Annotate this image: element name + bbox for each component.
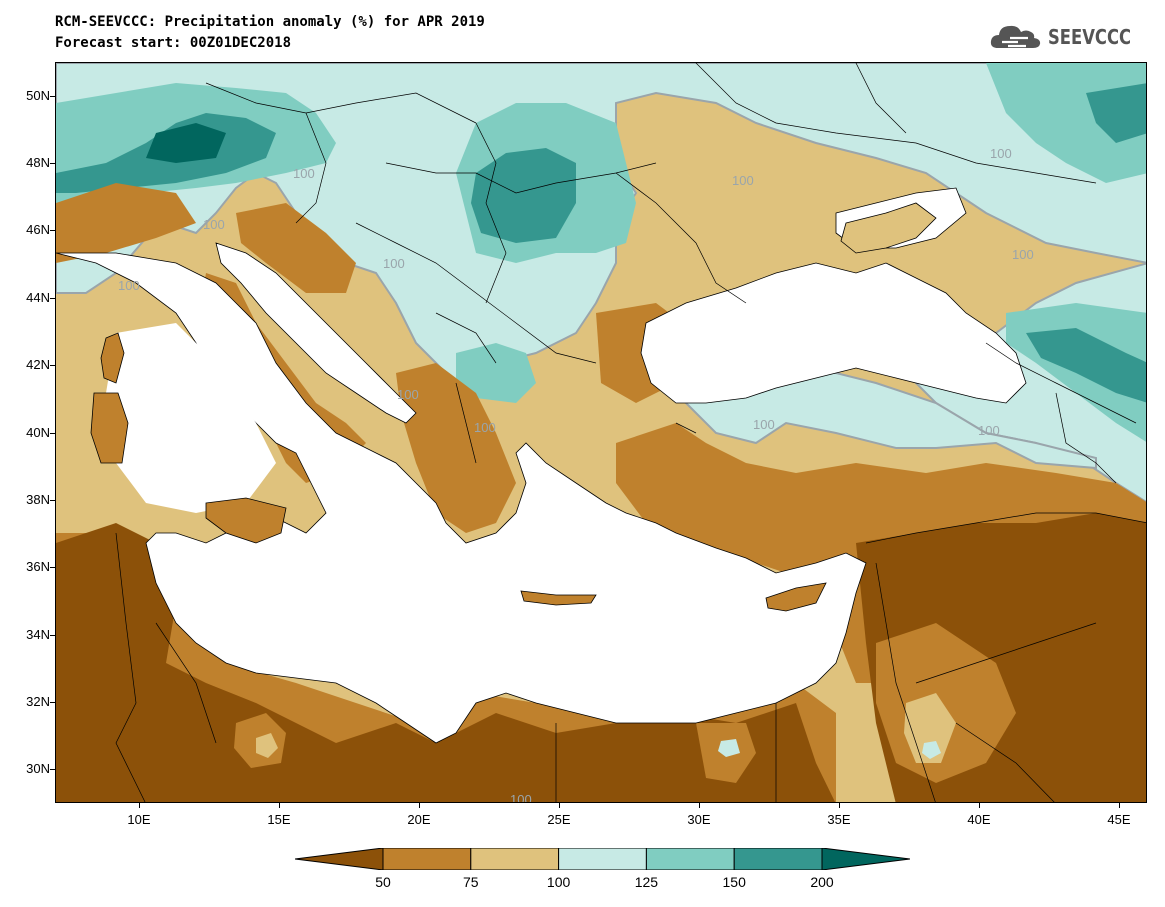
lon-tick [419,803,420,808]
lon-tick [839,803,840,808]
contour-label: 100 [732,173,754,188]
black-sea [640,262,1027,404]
colorbar-label: 125 [634,874,659,890]
adriatic-sea [215,242,417,424]
colorbar-segment [733,848,823,870]
lat-tick-label: 48N [26,155,50,171]
crimea [840,202,937,254]
contour-label: 100 [990,146,1012,161]
lon-tick [979,803,980,808]
lat-tick-label: 30N [26,761,50,777]
contour-label: 100 [510,792,532,803]
colorbar-label: 200 [810,874,834,890]
colorbar-label: 150 [722,874,746,890]
cloud-logo-icon [990,25,1040,48]
lat-tick-label: 32N [26,693,50,709]
lat-tick-label: 46N [26,222,50,238]
lat-tick [50,567,55,569]
lat-tick [50,365,55,367]
lat-tick-label: 36N [26,559,50,575]
colorbar-label: 75 [463,874,479,890]
lon-tick-label: 20E [407,812,431,827]
colorbar-segment [558,848,647,870]
lat-tick [50,769,55,771]
lat-tick-label: 50N [26,87,50,103]
contour-label: 100 [978,423,1000,438]
lat-tick [50,163,55,165]
precip-anomaly-map: 100 100 100 100 100 100 100 100 100 100 … [56,63,1146,803]
colorbar-label: 50 [375,874,391,890]
colorbar-high-arrow [821,848,910,870]
tyrrhenian-sea [106,323,276,513]
colorbar [295,848,910,870]
wet-mid-patch-balkan [456,343,536,403]
dry-mid-balkan-greece [396,363,516,533]
lat-tick [50,297,55,299]
contour-label: 100 [293,166,315,181]
colorbar-segment [470,848,560,870]
contour-label: 100 [203,217,225,232]
corsica [100,332,125,384]
colorbar-low-arrow [295,848,384,870]
lat-tick [50,701,55,703]
wet-darkest-patch-alps [146,123,226,163]
wet-dark-patch-carpathian [471,148,576,243]
logo-text: SEEVCCC [1047,25,1131,49]
contour-label: 100 [1012,247,1034,262]
dry-light-libya-spot [256,733,278,758]
lat-tick [50,230,55,232]
lon-tick-label: 25E [547,812,571,827]
lon-tick-label: 40E [967,812,991,827]
wet-light-jordan-spot [922,741,941,759]
lat-tick [50,499,55,501]
lon-tick-label: 15E [267,812,291,827]
contour-label: 100 [397,387,419,402]
lon-tick-label: 30E [687,812,711,827]
colorbar-segment [645,848,735,870]
lat-tick-label: 42N [26,357,50,373]
colorbar-segment [382,848,472,870]
wet-light-sinai-spot [718,739,740,757]
lat-tick [50,432,55,434]
wet-dark-patch-northeast [1086,83,1146,143]
contour-label: 100 [118,278,140,293]
lat-tick-label: 38N [26,491,50,507]
cyprus [765,582,827,612]
sicily [205,497,287,544]
contour-label: 100 [383,256,405,271]
lat-tick-label: 44N [26,289,50,305]
map-area: 100 100 100 100 100 100 100 100 100 100 … [55,62,1147,803]
lon-tick-label: 10E [127,812,151,827]
lat-tick [50,95,55,97]
lon-tick [1119,803,1120,808]
dry-mid-croatia [236,203,356,293]
wet-dark-patch-caucasus [1026,328,1146,403]
sardinia [90,392,129,464]
lon-tick-label: 35E [827,812,851,827]
contour-labels: 100 100 100 100 100 100 100 100 100 100 … [118,146,1034,803]
lon-tick [699,803,700,808]
contour-label: 100 [474,420,496,435]
forecast-start-subtitle: Forecast start: 00Z01DEC2018 [55,35,292,51]
lon-tick [559,803,560,808]
seevccc-logo: SEEVCCC [988,20,1149,54]
lat-tick-label: 40N [26,424,50,440]
lon-tick-label: 45E [1107,812,1131,827]
lon-tick [279,803,280,808]
lon-tick [139,803,140,808]
lat-tick [50,634,55,636]
country-borders [115,63,1146,802]
colorbar-label: 100 [546,874,571,890]
dry-mid-france [56,183,196,263]
lat-tick-label: 34N [26,626,50,642]
map-title: RCM-SEEVCCC: Precipitation anomaly (%) f… [55,14,485,30]
contour-label: 100 [394,254,416,269]
mediterranean-sea [56,252,867,744]
contour-label: 100 [753,417,775,432]
crete [520,590,597,606]
